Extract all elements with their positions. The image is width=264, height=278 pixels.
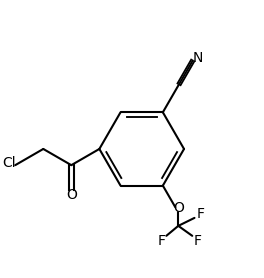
Text: F: F	[157, 234, 165, 248]
Text: F: F	[194, 234, 202, 248]
Text: Cl: Cl	[2, 156, 16, 170]
Text: O: O	[66, 188, 77, 202]
Text: O: O	[173, 202, 184, 215]
Text: N: N	[193, 51, 203, 65]
Text: F: F	[196, 207, 204, 221]
